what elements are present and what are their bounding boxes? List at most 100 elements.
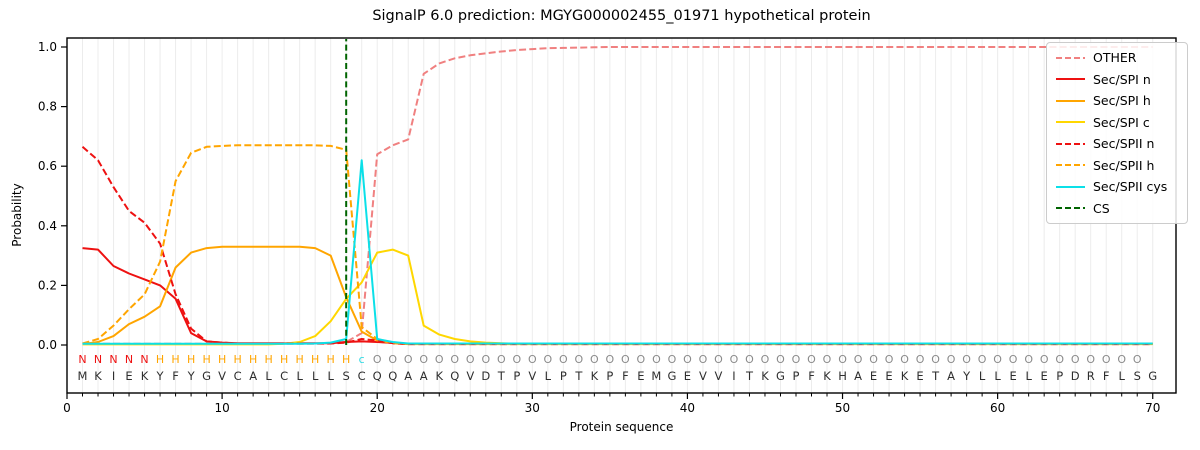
sequence-letter: C: [280, 369, 288, 383]
sequence-letter: S: [1134, 369, 1141, 383]
region-annotation-letter: O: [373, 353, 382, 366]
x-tick-label: 10: [214, 401, 229, 415]
legend: OTHER Sec/SPI n Sec/SPI h Sec/SPI c Sec/SPII…: [1046, 42, 1188, 224]
sequence-letter: C: [234, 369, 242, 383]
region-annotation-letter: H: [171, 353, 179, 366]
legend-label: Sec/SPI n: [1093, 71, 1151, 87]
sequence-letter: P: [560, 369, 567, 383]
x-tick-label: 0: [63, 401, 71, 415]
sequence-letter: K: [94, 369, 102, 383]
x-tick-label: 20: [370, 401, 385, 415]
sequence-letter: S: [343, 369, 350, 383]
region-annotation-letter: O: [1071, 353, 1080, 366]
region-annotation-letter: O: [869, 353, 878, 366]
y-tick-label: 0.2: [38, 278, 57, 292]
chart-title: SignalP 6.0 prediction: MGYG000002455_01…: [372, 8, 871, 24]
region-annotation-letter: O: [978, 353, 987, 366]
region-annotation-letter: H: [156, 353, 164, 366]
sequence-letter: F: [622, 369, 629, 383]
sequence-letter: L: [545, 369, 552, 383]
region-annotation-letter: N: [94, 353, 102, 366]
sequence-letter: L: [312, 369, 319, 383]
sequence-letter: L: [265, 369, 272, 383]
y-tick-label: 0.6: [38, 159, 57, 173]
sequence-letter: A: [249, 369, 257, 383]
sequence-letter: E: [684, 369, 691, 383]
region-annotation-letter: c: [359, 353, 365, 366]
sequence-letter: G: [667, 369, 676, 383]
series-sec-spii-cys: [82, 159, 1153, 345]
region-annotation-letter: O: [730, 353, 739, 366]
sequence-letter: I: [112, 369, 115, 383]
legend-line-swatch: [1056, 207, 1085, 209]
region-annotation-letter: O: [466, 353, 475, 366]
region-annotation-letter: O: [559, 353, 568, 366]
sequence-letter: Q: [450, 369, 459, 383]
sequence-letter: Y: [187, 369, 196, 383]
region-annotation-letter: O: [947, 353, 956, 366]
y-tick-label: 0.4: [38, 219, 57, 233]
region-annotation-letter: O: [916, 353, 925, 366]
sequence-letter: T: [931, 369, 940, 383]
y-tick-label: 0.0: [38, 338, 57, 352]
region-annotation-letter: O: [745, 353, 754, 366]
region-annotation-letter: O: [807, 353, 816, 366]
region-annotation-letter: N: [140, 353, 148, 366]
sequence-letter: Y: [156, 369, 165, 383]
region-annotation-letter: O: [575, 353, 584, 366]
x-tick-label: 70: [1145, 401, 1160, 415]
sequence-letter: T: [574, 369, 583, 383]
legend-item-sec-spi-c: Sec/SPI c: [1056, 114, 1178, 131]
sequence-letter: D: [481, 369, 490, 383]
sequence-letter: T: [745, 369, 754, 383]
sequence-letter: R: [1087, 369, 1095, 383]
series-sec-spi-n: [82, 247, 1153, 345]
region-annotation-letter: O: [854, 353, 863, 366]
x-tick-label: 40: [680, 401, 695, 415]
y-tick-label: 1.0: [38, 40, 57, 54]
legend-line-swatch: [1056, 99, 1085, 102]
region-annotation-letter: O: [450, 353, 459, 366]
sequence-letter: E: [1041, 369, 1048, 383]
legend-label: Sec/SPII n: [1093, 136, 1155, 151]
x-axis-label: Protein sequence: [569, 420, 674, 434]
sequence-letter: P: [606, 369, 613, 383]
legend-item-sec-spii-cys: Sec/SPII cys: [1056, 178, 1178, 195]
region-annotation-letter: O: [590, 353, 599, 366]
region-annotation-letter: O: [931, 353, 940, 366]
region-annotation-letter: H: [264, 353, 272, 366]
sequence-letter: Y: [962, 369, 971, 383]
sequence-letter: V: [528, 369, 536, 383]
region-annotation-letter: O: [792, 353, 801, 366]
region-annotation-letter: O: [668, 353, 677, 366]
region-annotation-letter: O: [637, 353, 646, 366]
sequence-letter: M: [651, 369, 661, 383]
region-annotation-letter: O: [1133, 353, 1142, 366]
sequence-letter: F: [1103, 369, 1110, 383]
plot-frame: [66, 37, 1177, 394]
region-annotation-letter: O: [388, 353, 397, 366]
region-annotation-letter: O: [1117, 353, 1126, 366]
sequence-letter: T: [497, 369, 506, 383]
region-annotation-letter: O: [621, 353, 630, 366]
sequence-letter: K: [435, 369, 443, 383]
x-tick-label: 50: [835, 401, 850, 415]
sequence-letter: L: [327, 369, 334, 383]
sequence-letter: E: [916, 369, 923, 383]
legend-item-cs: CS: [1056, 200, 1178, 217]
region-annotation-letter: H: [187, 353, 195, 366]
region-annotation-letter: O: [512, 353, 521, 366]
sequence-letter: K: [141, 369, 149, 383]
region-annotation-letter: O: [606, 353, 615, 366]
sequence-letter: H: [838, 369, 847, 383]
region-annotation-letter: H: [233, 353, 241, 366]
legend-label: CS: [1093, 200, 1110, 216]
series-other: [82, 46, 1153, 345]
region-annotation-letter: O: [528, 353, 537, 366]
sequence-letter: E: [870, 369, 877, 383]
sequence-letter: V: [218, 369, 226, 383]
sequence-letter: L: [994, 369, 1001, 383]
region-annotation-letter: H: [327, 353, 335, 366]
